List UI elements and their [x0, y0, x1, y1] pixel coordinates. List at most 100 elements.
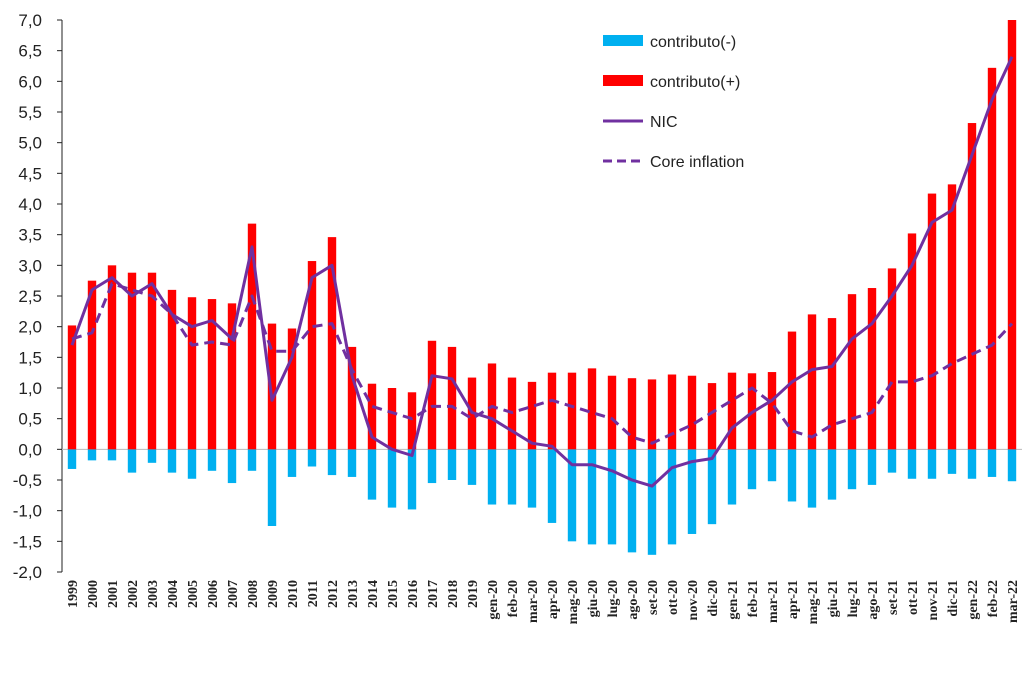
- y-tick-label: 6,5: [18, 42, 42, 61]
- y-tick-label: 6,0: [18, 72, 42, 91]
- bar-contributo-negative: [727, 449, 737, 505]
- x-tick-label: feb-21: [746, 580, 761, 617]
- x-tick-label: 2001: [106, 580, 121, 608]
- x-tick-label: mar-20: [526, 580, 541, 623]
- x-tick-label: 2019: [466, 580, 481, 608]
- legend-label-core: Core inflation: [650, 154, 744, 171]
- bar-contributo-negative: [787, 449, 797, 502]
- bar-contributo-negative: [987, 449, 997, 477]
- x-tick-label: 2005: [186, 580, 201, 608]
- bar-contributo-negative: [107, 449, 117, 461]
- bar-contributo-positive: [867, 288, 877, 450]
- x-tick-label: 1999: [66, 580, 81, 608]
- y-tick-label: 5,5: [18, 103, 42, 122]
- x-tick-label: 2013: [346, 580, 361, 608]
- bar-contributo-negative: [927, 449, 937, 479]
- bar-contributo-positive: [647, 379, 657, 450]
- bar-contributo-negative: [967, 449, 977, 479]
- y-tick-label: 3,5: [18, 226, 42, 245]
- bar-contributo-positive: [327, 237, 337, 450]
- bar-contributo-negative: [847, 449, 857, 490]
- bar-contributo-positive: [927, 193, 937, 450]
- bar-contributo-negative: [607, 449, 617, 545]
- x-tick-label: gen-20: [486, 580, 501, 620]
- y-tick-label: 2,0: [18, 318, 42, 337]
- bar-contributo-positive: [707, 383, 717, 450]
- bar-contributo-negative: [767, 449, 777, 482]
- bar-contributo-negative: [367, 449, 377, 500]
- bar-contributo-positive: [1007, 20, 1017, 450]
- x-tick-label: giu-21: [826, 580, 841, 617]
- x-tick-label: ago-20: [626, 580, 641, 620]
- bar-contributo-negative: [287, 449, 297, 477]
- y-tick-label: 2,5: [18, 287, 42, 306]
- bar-contributo-positive: [367, 383, 377, 450]
- x-tick-label: set-21: [886, 580, 901, 615]
- x-tick-label: lug-20: [606, 580, 621, 617]
- bar-contributo-positive: [567, 372, 577, 450]
- legend-swatch-negative: [603, 35, 643, 46]
- x-tick-label: 2000: [86, 580, 101, 608]
- legend-swatch-positive: [603, 75, 643, 86]
- bar-contributo-negative: [587, 449, 597, 545]
- y-axis-ticks: 7,0 6,5 6,0 5,5 5,0 4,5 4,0 3,5 3,0 2,5 2,0 1,5 1,0 0…: [13, 11, 62, 582]
- x-axis-ticks: 1999 2000 2001 2002 2003 2004 2005 2006 2007 2008…: [66, 580, 1021, 624]
- bar-contributo-negative: [67, 449, 77, 469]
- bar-contributo-positive: [187, 297, 197, 450]
- bar-contributo-positive: [387, 388, 397, 450]
- bar-contributo-negative: [467, 449, 477, 485]
- bars-contributo-negative: [67, 449, 1017, 555]
- x-tick-label: nov-21: [926, 580, 941, 620]
- bar-contributo-negative: [87, 449, 97, 461]
- x-tick-label: 2017: [426, 580, 441, 608]
- x-tick-label: ott-20: [666, 580, 681, 615]
- bar-contributo-positive: [907, 233, 917, 450]
- y-tick-label: -1,5: [13, 532, 42, 551]
- bar-contributo-positive: [407, 392, 417, 450]
- bar-contributo-positive: [247, 223, 257, 450]
- legend-entry-nic: NIC: [603, 114, 678, 131]
- bar-contributo-negative: [227, 449, 237, 484]
- bar-contributo-positive: [627, 378, 637, 450]
- bar-contributo-positive: [527, 381, 537, 450]
- y-tick-label: 0,0: [18, 440, 42, 459]
- bar-contributo-positive: [847, 294, 857, 450]
- bar-contributo-negative: [627, 449, 637, 553]
- x-tick-label: ago-21: [866, 580, 881, 620]
- bar-contributo-positive: [347, 346, 357, 450]
- bar-contributo-negative: [807, 449, 817, 508]
- x-tick-label: 2009: [266, 580, 281, 608]
- x-tick-label: apr-20: [546, 580, 561, 619]
- bar-contributo-negative: [327, 449, 337, 476]
- bar-contributo-negative: [747, 449, 757, 490]
- x-tick-label: feb-20: [506, 580, 521, 617]
- bar-contributo-negative: [427, 449, 437, 484]
- x-tick-label: 2006: [206, 580, 221, 608]
- bar-contributo-positive: [287, 328, 297, 450]
- x-tick-label: ott-21: [906, 580, 921, 615]
- bar-contributo-negative: [667, 449, 677, 545]
- bar-contributo-positive: [727, 372, 737, 450]
- x-tick-label: lug-21: [846, 580, 861, 617]
- bar-contributo-negative: [527, 449, 537, 508]
- x-tick-label: feb-22: [986, 580, 1001, 617]
- bar-contributo-positive: [127, 272, 137, 450]
- bar-contributo-positive: [167, 289, 177, 450]
- bars-contributo-positive: [67, 20, 1017, 450]
- x-tick-label: 2015: [386, 580, 401, 608]
- bar-contributo-negative: [867, 449, 877, 485]
- y-tick-label: 1,5: [18, 348, 42, 367]
- bar-contributo-positive: [227, 303, 237, 450]
- bar-contributo-positive: [427, 340, 437, 450]
- x-tick-label: set-20: [646, 580, 661, 615]
- x-tick-label: 2002: [126, 580, 141, 608]
- x-tick-label: gen-22: [966, 580, 981, 620]
- bar-contributo-negative: [127, 449, 137, 473]
- bar-contributo-positive: [827, 318, 837, 450]
- bar-contributo-positive: [587, 368, 597, 450]
- x-tick-label: giu-20: [586, 580, 601, 617]
- plot-area: 7,0 6,5 6,0 5,5 5,0 4,5 4,0 3,5 3,0 2,5 2,0 1,5 1,0 0…: [13, 11, 1022, 624]
- bar-contributo-positive: [447, 346, 457, 450]
- bar-contributo-negative: [307, 449, 317, 467]
